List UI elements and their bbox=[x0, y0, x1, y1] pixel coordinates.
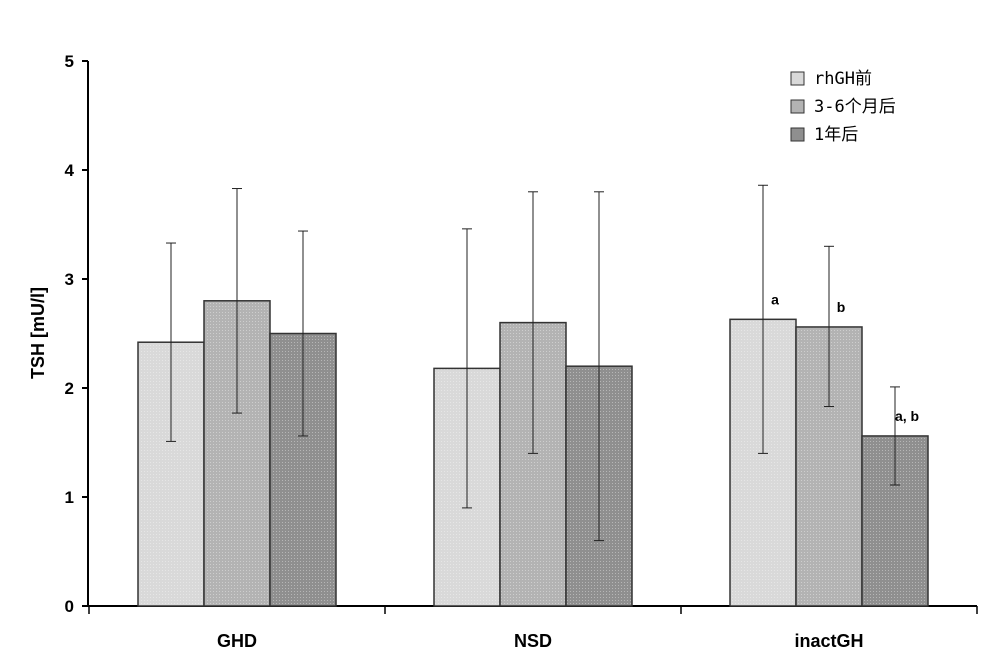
legend-swatch bbox=[790, 99, 805, 114]
significance-label: b bbox=[837, 299, 846, 315]
y-tick-label: 5 bbox=[65, 52, 74, 71]
y-tick-label: 2 bbox=[65, 379, 74, 398]
x-axis: GHD NSD inactGH bbox=[88, 605, 978, 651]
y-tick-label: 0 bbox=[65, 597, 74, 616]
x-tick-label: NSD bbox=[514, 631, 552, 651]
legend-label: rhGH前 bbox=[814, 69, 872, 89]
legend: rhGH前 3-6个月后 1年后 bbox=[790, 69, 896, 145]
significance-label: a bbox=[771, 291, 779, 307]
legend-swatch bbox=[790, 71, 805, 86]
y-axis-label: TSH [mU/l] bbox=[28, 287, 48, 379]
significance-label: a, b bbox=[895, 408, 919, 424]
y-tick-label: 1 bbox=[65, 488, 74, 507]
error-bars bbox=[166, 184, 900, 542]
annotations: a b a, b bbox=[771, 291, 919, 424]
y-tick-label: 3 bbox=[65, 270, 74, 289]
y-axis: 0 1 2 3 4 5 bbox=[65, 52, 89, 616]
x-tick-label: GHD bbox=[217, 631, 257, 651]
legend-label: 3-6个月后 bbox=[814, 97, 896, 117]
legend-swatch bbox=[790, 127, 805, 142]
y-tick-label: 4 bbox=[65, 161, 75, 180]
legend-label: 1年后 bbox=[814, 125, 858, 145]
x-tick-label: inactGH bbox=[794, 631, 863, 651]
